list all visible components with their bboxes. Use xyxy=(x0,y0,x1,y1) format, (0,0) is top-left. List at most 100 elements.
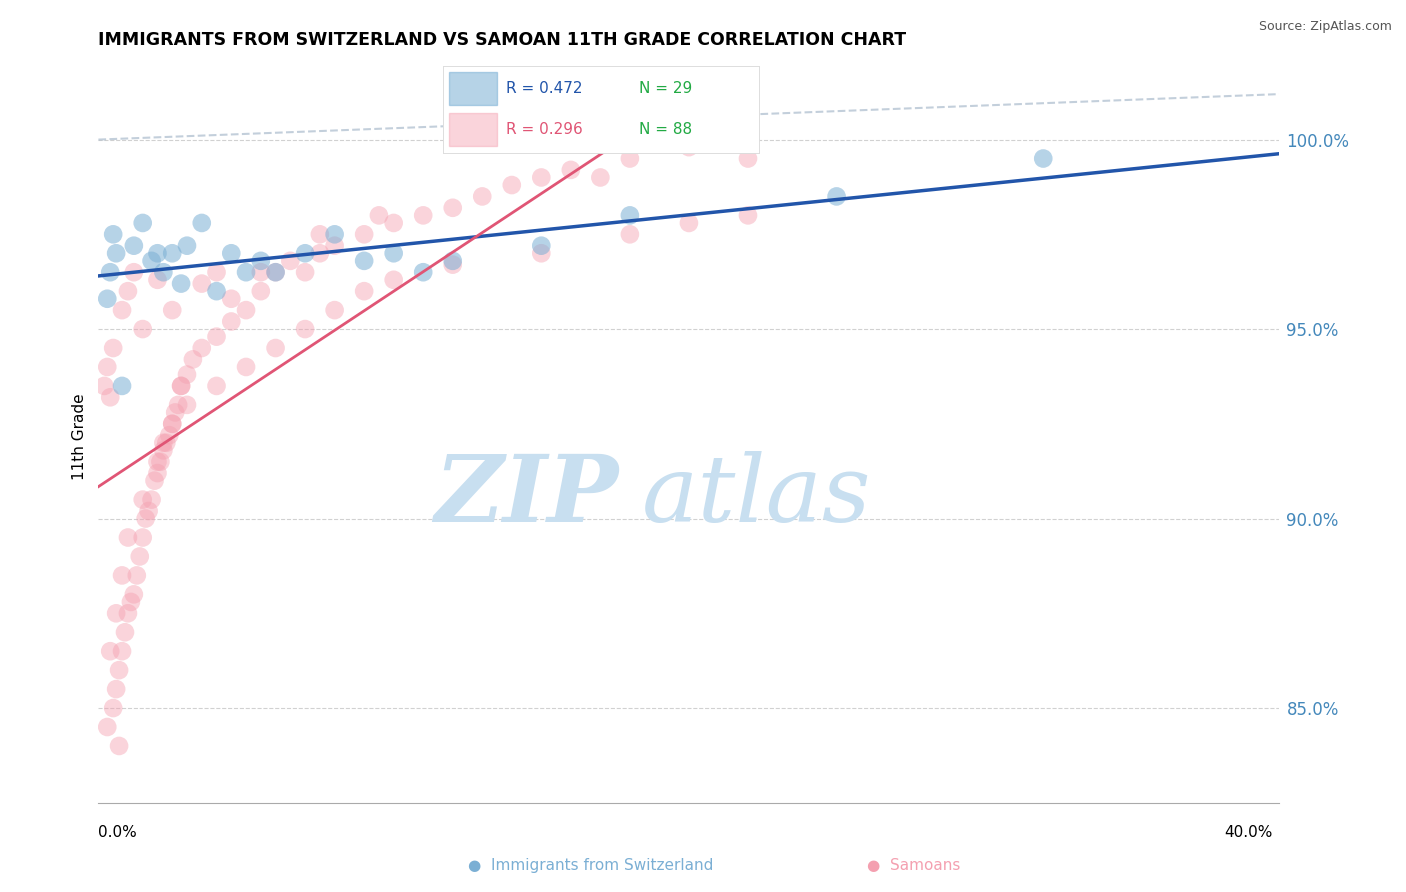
Text: N = 88: N = 88 xyxy=(640,122,692,137)
Point xyxy=(221,246,243,260)
Point xyxy=(96,292,118,306)
Point xyxy=(170,379,193,393)
Point xyxy=(294,322,316,336)
Point xyxy=(412,265,434,279)
Point xyxy=(235,359,257,374)
Point xyxy=(132,492,155,507)
Point xyxy=(309,227,332,242)
Point xyxy=(825,189,848,203)
Point xyxy=(152,443,174,458)
Text: N = 29: N = 29 xyxy=(640,81,692,96)
Point xyxy=(117,284,139,298)
Point xyxy=(132,322,155,336)
Point xyxy=(205,284,228,298)
Point xyxy=(368,208,391,222)
Text: Source: ZipAtlas.com: Source: ZipAtlas.com xyxy=(1258,20,1392,33)
Point xyxy=(162,303,183,318)
Point xyxy=(103,341,125,355)
Point xyxy=(141,253,163,268)
Point xyxy=(98,644,121,658)
Point xyxy=(191,216,214,230)
Point xyxy=(250,253,273,268)
Point xyxy=(152,265,174,279)
Point xyxy=(146,246,169,260)
Point xyxy=(382,273,405,287)
Point xyxy=(135,511,157,525)
Point xyxy=(382,246,405,260)
Point xyxy=(530,170,553,185)
Text: IMMIGRANTS FROM SWITZERLAND VS SAMOAN 11TH GRADE CORRELATION CHART: IMMIGRANTS FROM SWITZERLAND VS SAMOAN 11… xyxy=(98,31,907,49)
Point xyxy=(382,216,405,230)
Point xyxy=(560,162,582,177)
Point xyxy=(353,253,375,268)
Point xyxy=(530,238,553,252)
Point xyxy=(132,216,155,230)
Text: ZIP: ZIP xyxy=(434,450,619,541)
Point xyxy=(105,246,128,260)
Point xyxy=(264,265,287,279)
Point xyxy=(162,417,183,431)
Point xyxy=(235,303,257,318)
Point xyxy=(155,435,177,450)
Point xyxy=(132,531,155,545)
Point xyxy=(353,284,375,298)
Point xyxy=(141,492,163,507)
Point xyxy=(441,201,464,215)
Point xyxy=(412,208,434,222)
Point xyxy=(323,303,346,318)
Point xyxy=(122,587,145,601)
Point xyxy=(323,227,346,242)
Point xyxy=(441,258,464,272)
Point xyxy=(205,329,228,343)
Point xyxy=(105,607,128,621)
Point xyxy=(93,379,115,393)
Point xyxy=(250,265,273,279)
Text: R = 0.472: R = 0.472 xyxy=(506,81,582,96)
Point xyxy=(117,531,139,545)
Text: R = 0.296: R = 0.296 xyxy=(506,122,583,137)
Bar xyxy=(450,72,496,105)
Point xyxy=(221,314,243,328)
Point xyxy=(191,277,214,291)
Point xyxy=(96,359,118,374)
Point xyxy=(122,265,145,279)
Point xyxy=(176,368,198,382)
Point xyxy=(165,405,187,419)
Point xyxy=(117,607,139,621)
Point xyxy=(143,474,166,488)
Point xyxy=(471,189,494,203)
Point xyxy=(501,178,523,192)
Text: ●  Immigrants from Switzerland: ● Immigrants from Switzerland xyxy=(468,858,713,872)
Point xyxy=(278,253,302,268)
Point xyxy=(108,739,131,753)
Point xyxy=(138,504,160,518)
Point xyxy=(353,227,375,242)
Point xyxy=(128,549,150,564)
Point xyxy=(120,595,142,609)
Point xyxy=(323,238,346,252)
Point xyxy=(146,273,169,287)
Point xyxy=(678,216,700,230)
Point xyxy=(111,303,134,318)
Point xyxy=(111,568,134,582)
Point xyxy=(96,720,118,734)
Point xyxy=(170,277,193,291)
Point xyxy=(235,265,257,279)
Point xyxy=(111,644,134,658)
Text: ●  Samoans: ● Samoans xyxy=(868,858,960,872)
Point xyxy=(122,238,145,252)
Point xyxy=(146,455,169,469)
Point xyxy=(114,625,136,640)
Point xyxy=(294,246,316,260)
Point xyxy=(191,341,214,355)
Point xyxy=(108,663,131,677)
Point xyxy=(98,265,121,279)
Text: 0.0%: 0.0% xyxy=(98,825,138,839)
Point xyxy=(146,466,169,480)
Point xyxy=(181,352,204,367)
Point xyxy=(157,428,180,442)
Point xyxy=(111,379,134,393)
Y-axis label: 11th Grade: 11th Grade xyxy=(72,393,87,481)
Bar xyxy=(450,113,496,146)
Point xyxy=(103,701,125,715)
